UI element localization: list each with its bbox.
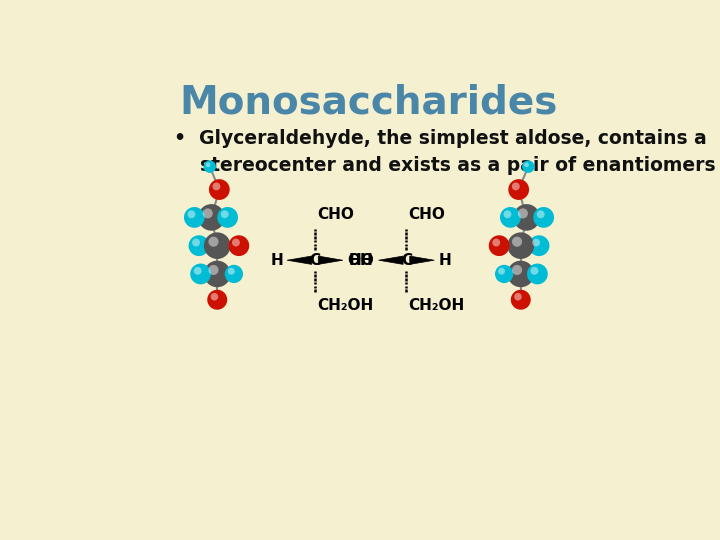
Circle shape xyxy=(207,290,228,310)
Circle shape xyxy=(194,267,210,283)
Circle shape xyxy=(221,211,236,226)
Text: •  Glyceraldehyde, the simplest aldose, contains a: • Glyceraldehyde, the simplest aldose, c… xyxy=(174,129,706,149)
Circle shape xyxy=(508,232,534,259)
Circle shape xyxy=(192,239,200,246)
Circle shape xyxy=(500,207,521,228)
Circle shape xyxy=(518,208,528,219)
Circle shape xyxy=(217,207,238,228)
Circle shape xyxy=(522,160,534,173)
Circle shape xyxy=(532,239,548,254)
Circle shape xyxy=(503,210,511,218)
Circle shape xyxy=(198,204,225,231)
Text: CH₂OH: CH₂OH xyxy=(317,298,373,313)
Circle shape xyxy=(537,211,552,226)
Circle shape xyxy=(498,268,512,282)
Circle shape xyxy=(512,265,522,275)
Circle shape xyxy=(503,211,519,226)
Circle shape xyxy=(510,290,531,310)
Circle shape xyxy=(206,163,210,167)
Text: C: C xyxy=(310,253,320,268)
Text: C: C xyxy=(401,253,412,268)
Circle shape xyxy=(537,210,544,218)
Circle shape xyxy=(531,267,546,283)
Polygon shape xyxy=(410,256,434,265)
Text: H: H xyxy=(438,253,451,268)
Circle shape xyxy=(232,239,240,246)
Text: CHO: CHO xyxy=(408,207,446,221)
Circle shape xyxy=(495,265,513,283)
Circle shape xyxy=(209,265,219,275)
Text: H: H xyxy=(270,253,283,268)
Circle shape xyxy=(225,265,243,283)
Circle shape xyxy=(512,183,520,191)
Circle shape xyxy=(489,235,510,256)
Circle shape xyxy=(211,293,225,308)
Circle shape xyxy=(508,261,534,287)
Circle shape xyxy=(524,163,534,172)
Text: CHO: CHO xyxy=(317,207,354,221)
Text: CH₂OH: CH₂OH xyxy=(408,298,464,313)
Circle shape xyxy=(228,268,242,282)
Polygon shape xyxy=(287,256,312,265)
Circle shape xyxy=(209,237,219,247)
Circle shape xyxy=(211,293,218,301)
Circle shape xyxy=(189,235,210,256)
Text: Monosaccharides: Monosaccharides xyxy=(180,84,558,122)
Circle shape xyxy=(202,208,212,219)
Circle shape xyxy=(221,210,229,218)
Circle shape xyxy=(194,267,202,275)
Text: OH: OH xyxy=(347,253,373,268)
Circle shape xyxy=(527,264,548,285)
Circle shape xyxy=(190,264,211,285)
Circle shape xyxy=(204,261,230,287)
Circle shape xyxy=(209,237,228,257)
Circle shape xyxy=(514,293,529,308)
Circle shape xyxy=(534,207,554,228)
Circle shape xyxy=(228,268,235,275)
Circle shape xyxy=(232,239,248,254)
Circle shape xyxy=(228,235,249,256)
Circle shape xyxy=(184,207,204,228)
Polygon shape xyxy=(379,256,403,265)
Circle shape xyxy=(209,265,228,285)
Circle shape xyxy=(531,267,539,275)
Polygon shape xyxy=(318,256,343,265)
Circle shape xyxy=(498,268,505,275)
Circle shape xyxy=(513,204,540,231)
Circle shape xyxy=(203,209,222,229)
Circle shape xyxy=(209,179,230,200)
Circle shape xyxy=(492,239,508,254)
Circle shape xyxy=(192,239,208,254)
Circle shape xyxy=(206,163,215,172)
Circle shape xyxy=(204,232,230,259)
Circle shape xyxy=(492,239,500,246)
Circle shape xyxy=(512,237,522,247)
Circle shape xyxy=(508,179,529,200)
Circle shape xyxy=(512,183,528,198)
Circle shape xyxy=(212,183,220,191)
Circle shape xyxy=(514,293,522,301)
Text: stereocenter and exists as a pair of enantiomers: stereocenter and exists as a pair of ena… xyxy=(174,156,715,176)
Circle shape xyxy=(187,210,195,218)
Circle shape xyxy=(524,163,529,167)
Circle shape xyxy=(512,237,532,257)
Circle shape xyxy=(512,265,532,285)
Circle shape xyxy=(212,183,228,198)
Circle shape xyxy=(204,160,216,173)
Circle shape xyxy=(532,239,540,246)
Circle shape xyxy=(188,211,203,226)
Text: HO: HO xyxy=(348,253,374,268)
Circle shape xyxy=(528,235,549,256)
Circle shape xyxy=(518,209,538,229)
